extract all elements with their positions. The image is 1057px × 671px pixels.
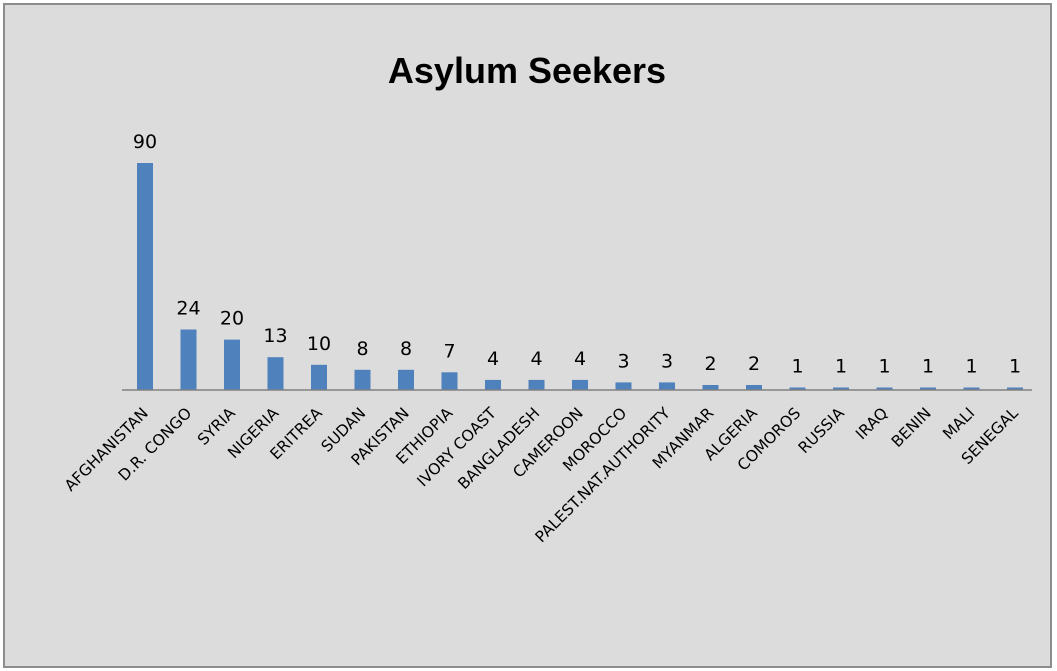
data-label: 3 <box>661 350 673 372</box>
bar-senegal <box>1007 387 1023 390</box>
data-label: 1 <box>835 356 847 378</box>
data-label: 8 <box>356 338 368 360</box>
bar-d-r-congo <box>180 329 197 390</box>
bar-afghanistan <box>137 163 153 390</box>
bar-mali <box>963 387 980 390</box>
bar-nigeria <box>267 357 284 390</box>
bar-syria <box>224 339 240 390</box>
data-label: 2 <box>748 353 760 375</box>
bar-pakistan <box>398 369 414 390</box>
chart-area <box>3 3 1052 668</box>
category-label: MALI <box>939 404 978 443</box>
category-label: BENIN <box>888 404 935 451</box>
data-label: 1 <box>1009 356 1021 378</box>
data-label: 8 <box>400 338 412 360</box>
data-labels-layer: 90 24 20 13 10 8 8 7 4 4 4 3 3 2 2 1 1 1 1 1 1 <box>133 131 1021 378</box>
bar-benin <box>920 387 936 390</box>
data-label: 1 <box>878 356 890 378</box>
data-label: 20 <box>220 308 244 330</box>
data-label: 10 <box>307 333 331 355</box>
data-label: 1 <box>922 356 934 378</box>
bar-eritrea <box>311 364 327 390</box>
bar-sudan <box>354 369 371 390</box>
bars-layer <box>137 163 1023 390</box>
bar-cameroon <box>572 379 588 390</box>
category-label: IRAQ <box>852 404 891 443</box>
data-label: 13 <box>263 325 287 347</box>
data-label: 4 <box>530 348 542 370</box>
bar-ivory-coast <box>485 379 501 390</box>
data-label: 1 <box>965 356 977 378</box>
data-label: 3 <box>617 350 629 372</box>
category-label: RUSSIA <box>795 404 848 457</box>
data-label: 7 <box>443 340 455 362</box>
bar-ethiopia <box>441 372 458 390</box>
data-label: 4 <box>487 348 499 370</box>
data-label: 2 <box>704 353 716 375</box>
bar-myanmar <box>702 385 719 390</box>
bar-comoros <box>789 387 806 390</box>
data-label: 1 <box>791 356 803 378</box>
bar-bangladesh <box>528 379 545 390</box>
bar-russia <box>833 387 849 390</box>
data-label: 90 <box>133 131 157 153</box>
data-label: 24 <box>176 298 200 320</box>
bar-algeria <box>746 385 762 390</box>
data-label: 4 <box>574 348 586 370</box>
bar-palest-nat-authority <box>659 382 675 390</box>
chart-title: Asylum Seekers <box>388 50 666 91</box>
bar-morocco <box>615 382 632 390</box>
bar-iraq <box>876 387 893 390</box>
